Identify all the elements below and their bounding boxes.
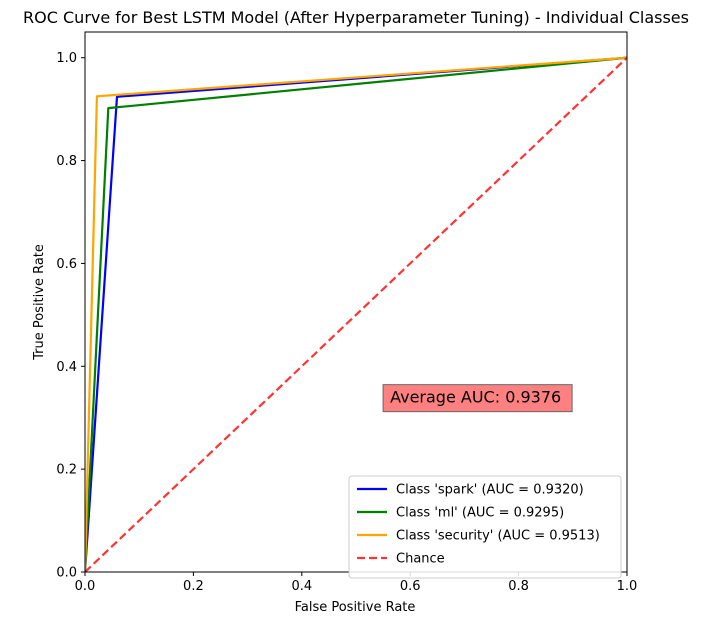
legend-label-1: Class 'ml' (AUC = 0.9295) — [396, 506, 564, 521]
series-line-3 — [85, 56, 627, 572]
legend-label-3: Chance — [396, 552, 445, 567]
legend: Class 'spark' (AUC = 0.9320) Class 'ml' (… — [348, 475, 622, 579]
chart-title: ROC Curve for Best LSTM Model (After Hyp… — [23, 8, 689, 27]
legend-box — [348, 475, 622, 579]
x-tick-label: 0.4 — [291, 579, 312, 594]
y-tick-label: 0.6 — [56, 257, 77, 272]
x-tick-label: 1.0 — [617, 579, 638, 594]
average-auc-annotation: Average AUC: 0.9376 — [382, 384, 573, 413]
x-tick-label: 0.6 — [400, 579, 421, 594]
plot-area: 0.0 0.2 0.4 0.6 0.8 1.0 0.0 0.2 0.4 0.6 0.8 1.0 Aver… — [56, 31, 638, 594]
legend-label-0: Class 'spark' (AUC = 0.9320) — [396, 483, 584, 498]
y-axis-label: True Positive Rate — [32, 244, 47, 361]
average-auc-box — [382, 384, 573, 413]
x-tick-label: 0.8 — [508, 579, 529, 594]
y-tick-label: 0.2 — [56, 463, 77, 478]
x-tick-label: 0.0 — [75, 579, 96, 594]
legend-label-2: Class 'security' (AUC = 0.9513) — [396, 529, 600, 544]
y-tick-label: 0.4 — [56, 360, 77, 375]
y-tick-label: 0.8 — [56, 154, 77, 169]
series-lines — [85, 56, 627, 572]
y-tick-label: 1.0 — [56, 51, 77, 66]
average-auc-text: Average AUC: 0.9376 — [390, 388, 561, 407]
x-axis-label: False Positive Rate — [295, 600, 416, 615]
x-tick-label: 0.2 — [183, 579, 204, 594]
series-line-1 — [85, 56, 627, 572]
y-tick-label: 0.0 — [56, 566, 77, 581]
series-line-2 — [85, 56, 627, 572]
